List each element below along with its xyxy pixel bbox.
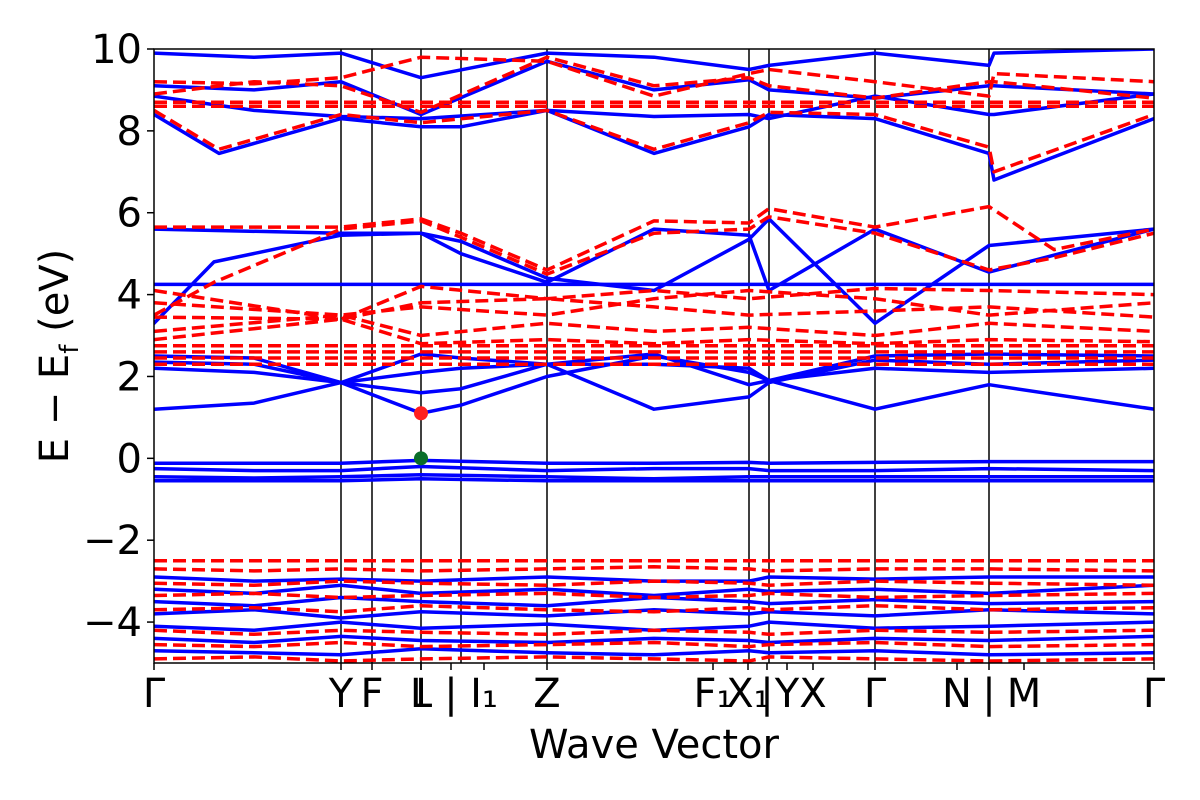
dashed-band-line xyxy=(154,655,1154,663)
x-tick-label: Y xyxy=(328,671,354,717)
dashed-band-line xyxy=(154,55,1154,98)
dashed-band-line xyxy=(154,215,1154,317)
dashed-band-line xyxy=(154,296,1154,321)
dashed-band-line xyxy=(154,55,1154,115)
solid-band-line xyxy=(154,354,1154,416)
band-lines xyxy=(154,49,1154,663)
y-tick-label: 2 xyxy=(117,354,142,400)
x-tick-label: M xyxy=(1007,671,1042,717)
y-tick-label: −2 xyxy=(83,518,142,564)
y-axis-ticks: −4 −2 0 2 4 6 8 10 xyxy=(83,27,154,646)
x-tick-label: I₁ xyxy=(470,671,498,717)
solid-band-line xyxy=(154,608,1154,620)
x-tick-label: X xyxy=(799,671,826,717)
solid-band-line xyxy=(154,458,1154,465)
solid-band-line xyxy=(154,477,1154,483)
dashed-band-line xyxy=(154,108,1154,174)
solid-band-line xyxy=(154,49,1154,80)
dashed-band-line xyxy=(154,317,1154,346)
solid-band-line xyxy=(154,227,1154,293)
x-tick-label: L xyxy=(410,671,433,717)
y-axis-title-unit: (eV) xyxy=(32,249,78,345)
y-tick-label: 4 xyxy=(117,273,142,319)
solid-band-line xyxy=(154,464,1154,473)
x-tick-label: X₁ xyxy=(726,671,769,717)
dashed-band-line xyxy=(154,313,1154,338)
solid-band-line xyxy=(154,634,1154,645)
plot-frame xyxy=(153,48,1155,664)
x-tick-label: F xyxy=(360,671,383,717)
dashed-band-line xyxy=(154,204,1154,272)
high-symmetry-lines xyxy=(340,49,990,663)
band-edge-markers xyxy=(414,406,428,466)
dashed-band-line xyxy=(154,603,1154,614)
dashed-band-line xyxy=(154,284,1154,321)
band-edge-marker xyxy=(414,451,428,466)
x-tick-label: | xyxy=(982,671,995,717)
y-axis-title-subscript: f xyxy=(55,344,85,354)
band-edge-marker xyxy=(414,406,428,421)
x-tick-label: N xyxy=(942,671,972,717)
x-tick-label: I xyxy=(415,671,427,717)
x-axis-title: Wave Vector xyxy=(529,722,780,768)
x-tick-label: Γ xyxy=(1143,671,1166,717)
dashed-band-line xyxy=(154,565,1154,573)
x-tick-label: Γ xyxy=(143,671,166,717)
y-tick-label: −4 xyxy=(83,600,142,646)
dashed-band-line xyxy=(154,579,1154,587)
y-axis-title-main: E − E xyxy=(32,354,78,464)
y-axis-title: E − Ef (eV) xyxy=(32,249,85,464)
solid-band-line xyxy=(154,646,1154,657)
dashed-band-line xyxy=(154,628,1154,637)
y-tick-label: 0 xyxy=(117,436,142,482)
x-tick-label: | xyxy=(760,671,773,717)
solid-band-line xyxy=(154,92,1154,121)
y-tick-label: 6 xyxy=(117,191,142,237)
solid-band-line xyxy=(154,472,1154,481)
solid-band-line xyxy=(154,583,1154,598)
x-tick-label: Z xyxy=(533,671,560,717)
dashed-band-line xyxy=(154,591,1154,600)
x-tick-label: | xyxy=(444,671,457,717)
x-tick-label: Y xyxy=(774,671,800,717)
x-tick-label: F₁ xyxy=(693,671,732,717)
dashed-band-line xyxy=(154,288,1154,317)
y-tick-label: 8 xyxy=(117,109,142,155)
x-tick-label: Γ xyxy=(864,671,887,717)
dashed-band-line xyxy=(154,640,1154,649)
solid-band-line xyxy=(154,358,1154,411)
y-tick-label: 10 xyxy=(91,27,142,73)
